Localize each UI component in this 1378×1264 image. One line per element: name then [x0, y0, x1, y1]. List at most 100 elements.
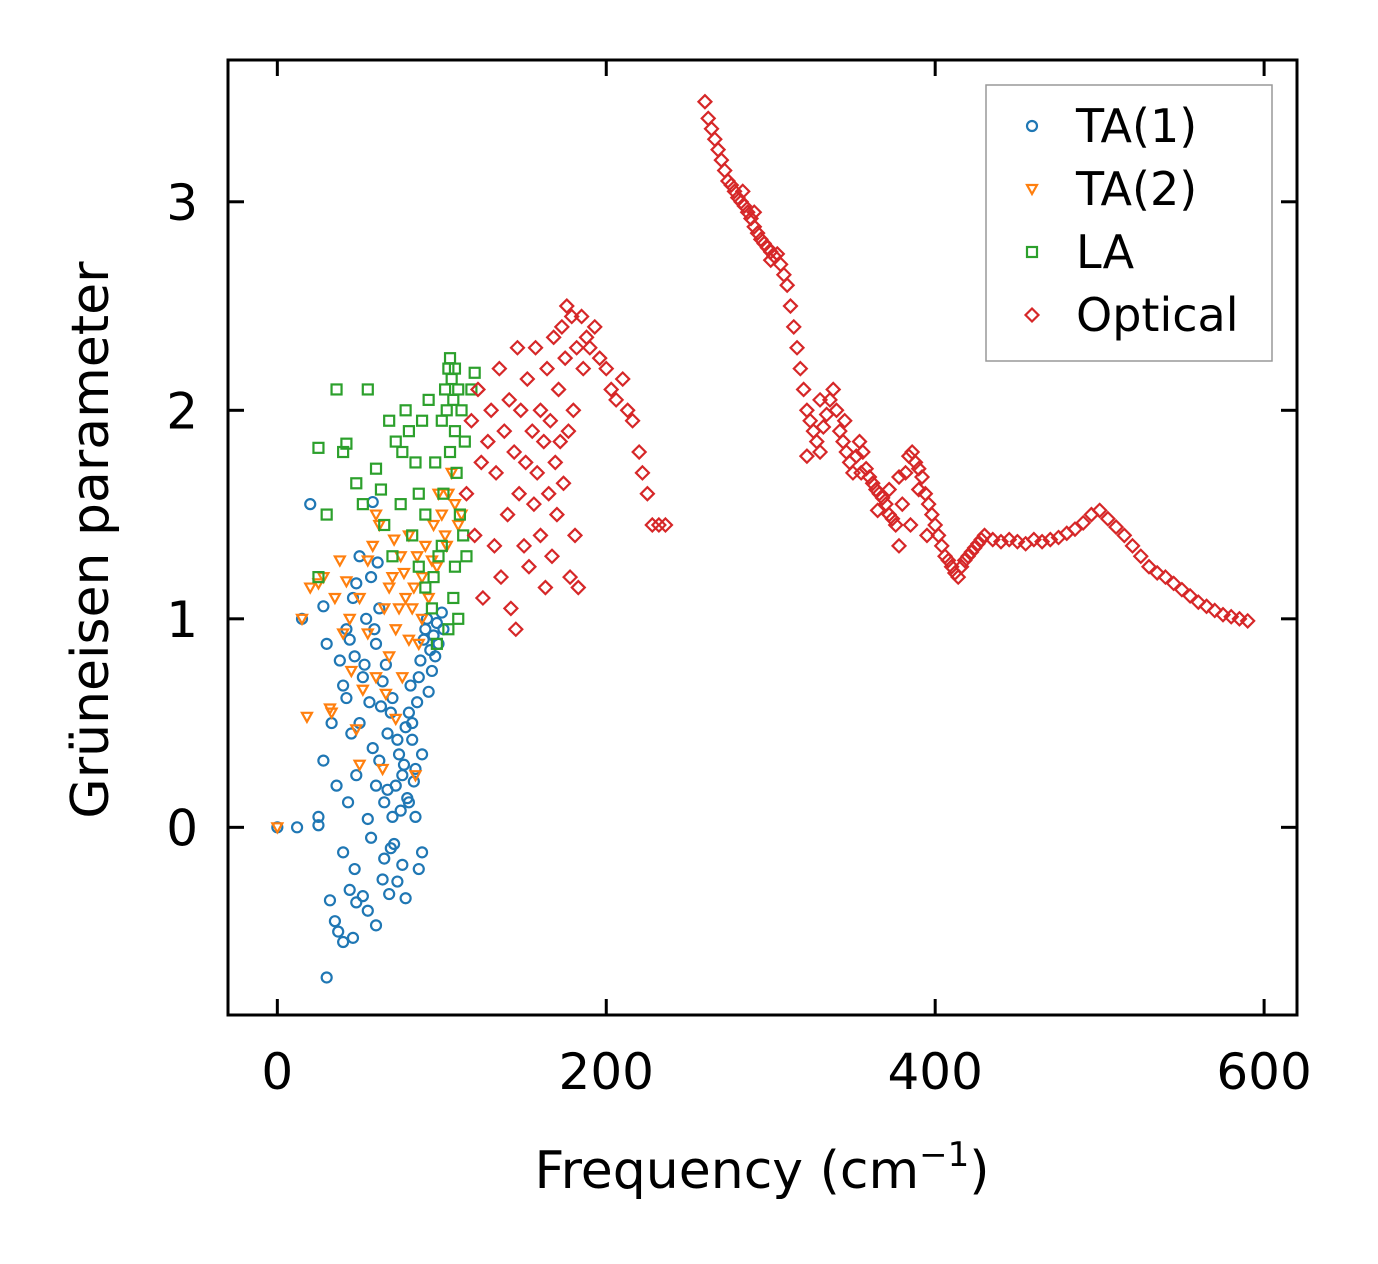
- data-point: [270, 822, 285, 835]
- data-point: [290, 821, 304, 834]
- data-points: [270, 93, 1256, 984]
- data-point: [1223, 608, 1240, 625]
- data-point: [391, 733, 404, 746]
- data-point: [394, 804, 407, 817]
- data-point: [812, 391, 829, 408]
- data-point: [440, 404, 453, 417]
- data-point: [913, 468, 931, 486]
- data-point: [415, 846, 429, 859]
- x-tick-label: 600: [1216, 1043, 1311, 1101]
- data-point: [429, 456, 442, 469]
- data-point: [361, 812, 374, 826]
- data-point: [388, 837, 401, 851]
- data-point: [782, 297, 799, 315]
- data-point: [448, 362, 462, 375]
- data-point: [406, 716, 419, 730]
- data-point: [448, 560, 462, 573]
- data-point: [350, 896, 363, 909]
- data-point: [375, 763, 390, 777]
- data-point: [342, 613, 357, 627]
- legend-entry-label: TA(2): [1075, 162, 1197, 216]
- data-point: [395, 672, 410, 685]
- data-point: [1157, 569, 1174, 586]
- data-point: [1239, 612, 1256, 629]
- data-point: [448, 425, 462, 438]
- data-point: [479, 433, 496, 450]
- data-point: [358, 658, 371, 671]
- data-point: [426, 519, 441, 533]
- data-point: [902, 516, 919, 534]
- data-point: [429, 561, 444, 574]
- data-point: [408, 770, 423, 783]
- data-point: [333, 654, 346, 667]
- data-point: [976, 527, 993, 544]
- data-point: [956, 552, 973, 569]
- data-point: [451, 519, 466, 533]
- data-point: [966, 539, 983, 556]
- data-point: [825, 381, 842, 398]
- data-point: [696, 93, 713, 110]
- data-point: [383, 414, 396, 427]
- data-point: [435, 539, 448, 552]
- data-point: [337, 679, 350, 692]
- data-point: [963, 544, 980, 561]
- data-point: [392, 603, 406, 616]
- x-axis-label-superscript: −1: [919, 1135, 969, 1175]
- data-point: [529, 464, 546, 481]
- data-point: [992, 533, 1010, 550]
- data-point: [509, 339, 526, 356]
- data-point: [360, 628, 375, 641]
- data-point: [376, 873, 389, 886]
- data-point: [312, 571, 325, 584]
- data-point: [560, 423, 577, 440]
- data-point: [343, 883, 356, 896]
- data-point: [332, 925, 345, 938]
- data-point: [388, 713, 403, 727]
- data-point: [369, 637, 383, 650]
- data-point: [385, 572, 400, 585]
- data-point: [524, 423, 541, 440]
- data-point: [624, 412, 641, 429]
- data-point: [369, 509, 383, 522]
- data-point: [969, 535, 987, 552]
- x-tick-label: 0: [261, 1043, 293, 1101]
- data-point: [486, 537, 503, 554]
- data-point: [474, 589, 491, 607]
- data-point: [469, 381, 487, 398]
- legend-marker: [1023, 306, 1041, 324]
- data-point: [343, 633, 356, 646]
- data-point: [422, 685, 435, 698]
- x-axis-label: Frequency (cm−1): [534, 1135, 989, 1201]
- data-point: [361, 383, 374, 396]
- data-point: [348, 650, 361, 663]
- data-point: [443, 445, 457, 459]
- data-point: [369, 919, 383, 932]
- data-point: [379, 688, 393, 702]
- data-point: [1149, 564, 1166, 582]
- data-point: [507, 621, 524, 638]
- data-point: [581, 339, 598, 356]
- data-point: [409, 456, 422, 469]
- data-point: [437, 487, 450, 500]
- data-point: [379, 658, 392, 671]
- data-point: [320, 971, 333, 984]
- data-point: [374, 483, 388, 496]
- data-point: [496, 423, 513, 440]
- data-point: [1132, 548, 1149, 565]
- data-point: [853, 464, 870, 481]
- data-point: [352, 759, 367, 773]
- data-point: [608, 391, 625, 408]
- data-point: [412, 560, 425, 573]
- data-point: [517, 454, 534, 471]
- data-point: [382, 582, 397, 595]
- data-point: [1075, 514, 1092, 531]
- data-point: [520, 558, 538, 575]
- data-point: [396, 769, 409, 782]
- data-point: [458, 435, 471, 448]
- data-point: [511, 485, 528, 502]
- data-point: [488, 464, 505, 481]
- data-point: [562, 569, 579, 586]
- data-point: [339, 576, 354, 589]
- data-point: [1206, 602, 1223, 619]
- data-point: [566, 527, 584, 544]
